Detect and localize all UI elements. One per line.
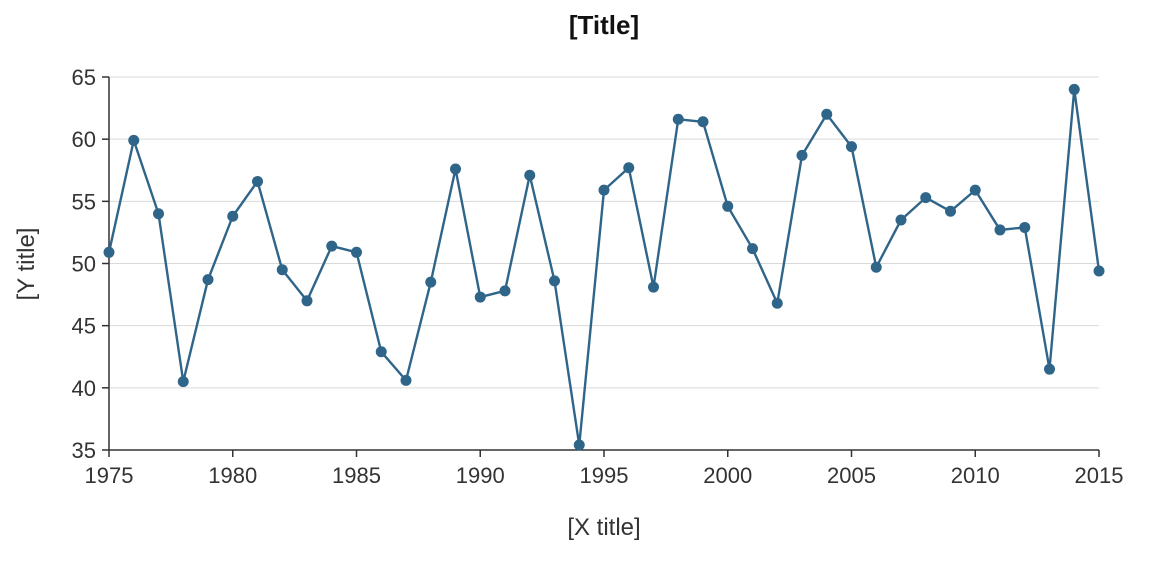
data-point-2007 xyxy=(895,214,907,226)
y-tick-label: 50 xyxy=(72,252,96,277)
x-tick-label: 1985 xyxy=(332,463,381,488)
data-point-2013 xyxy=(1044,363,1055,375)
x-axis-title: [X title] xyxy=(567,514,640,541)
x-axis-ticks: 1975 1980 1985 1990 1995 2000 2005 2010 2015 xyxy=(85,450,1124,488)
data-point-2000 xyxy=(722,200,734,212)
data-point-1996 xyxy=(623,162,635,174)
data-point-1975 xyxy=(103,246,115,258)
y-tick-label: 35 xyxy=(72,438,96,463)
data-point-1982 xyxy=(276,264,288,276)
gridlines xyxy=(109,76,1099,389)
data-point-1981 xyxy=(252,175,263,187)
data-point-2002 xyxy=(771,297,783,309)
data-point-1984 xyxy=(326,240,338,252)
y-tick-label: 60 xyxy=(72,127,96,152)
data-point-2010 xyxy=(969,184,981,196)
data-point-1998 xyxy=(672,113,684,125)
data-point-1980 xyxy=(227,210,239,222)
chart-title: [Title] xyxy=(569,10,639,40)
data-point-1976 xyxy=(128,134,140,146)
data-point-2001 xyxy=(747,243,758,255)
y-tick-label: 40 xyxy=(72,376,96,401)
data-point-1994 xyxy=(573,439,585,451)
data-point-2008 xyxy=(920,192,932,204)
x-tick-label: 1975 xyxy=(85,463,134,488)
data-point-1987 xyxy=(400,374,412,386)
data-point-1997 xyxy=(648,281,659,293)
y-tick-label: 45 xyxy=(72,314,96,339)
data-point-1995 xyxy=(598,184,610,196)
data-point-2004 xyxy=(821,108,833,120)
x-tick-label: 1980 xyxy=(208,463,257,488)
data-point-2005 xyxy=(846,141,857,153)
data-point-2009 xyxy=(945,205,956,217)
data-point-2003 xyxy=(796,149,808,161)
data-point-2014 xyxy=(1068,83,1080,95)
data-point-1992 xyxy=(524,169,536,181)
x-tick-label: 2010 xyxy=(951,463,1000,488)
data-point-1977 xyxy=(153,208,164,220)
data-point-1979 xyxy=(202,274,214,286)
data-point-1978 xyxy=(177,376,189,388)
data-point-2012 xyxy=(1019,221,1031,233)
x-tick-label: 2005 xyxy=(827,463,876,488)
data-point-2011 xyxy=(994,224,1006,236)
x-tick-label: 2015 xyxy=(1075,463,1124,488)
y-tick-label: 55 xyxy=(72,189,96,214)
data-point-1999 xyxy=(697,116,709,128)
data-point-1989 xyxy=(450,163,461,175)
data-point-1991 xyxy=(499,285,511,297)
data-point-2006 xyxy=(870,261,882,273)
y-axis-ticks: 35 40 45 50 55 60 65 xyxy=(72,65,109,463)
series-line xyxy=(107,88,1101,447)
data-point-1988 xyxy=(425,276,437,288)
x-tick-label: 2000 xyxy=(703,463,752,488)
x-tick-label: 1990 xyxy=(456,463,505,488)
y-tick-label: 65 xyxy=(72,65,96,90)
data-point-1983 xyxy=(301,295,313,307)
data-point-1985 xyxy=(351,246,362,258)
x-tick-label: 1995 xyxy=(580,463,629,488)
data-point-1993 xyxy=(549,275,560,287)
data-point-2015 xyxy=(1093,265,1105,277)
series-group xyxy=(103,83,1105,451)
data-point-1990 xyxy=(474,291,486,303)
data-point-1986 xyxy=(375,346,387,358)
y-axis-title: [Y title] xyxy=(13,228,40,301)
